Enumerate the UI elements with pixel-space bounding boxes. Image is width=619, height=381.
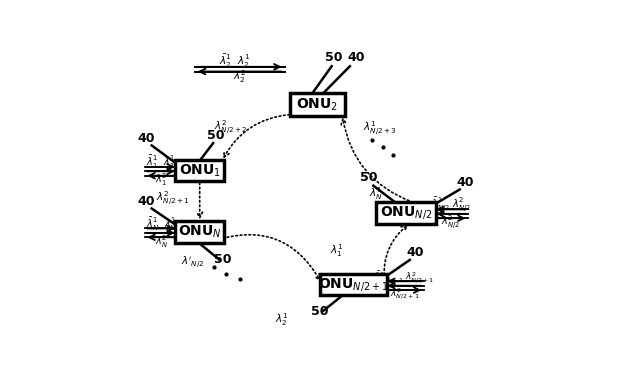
Text: $\lambda^2_{N/2}$: $\lambda^2_{N/2}$ (441, 214, 461, 232)
Text: $\lambda^2_N$: $\lambda^2_N$ (155, 233, 168, 250)
Text: $\lambda^1_{N/2+3}$: $\lambda^1_{N/2+3}$ (363, 120, 397, 138)
FancyBboxPatch shape (376, 202, 436, 224)
Text: $\lambda^2_{N/2+1}$: $\lambda^2_{N/2+1}$ (157, 190, 190, 208)
Text: 40: 40 (137, 132, 155, 145)
Text: $\bar{\lambda}^1_N\ \ \lambda^1_N$: $\bar{\lambda}^1_N\ \ \lambda^1_N$ (145, 216, 176, 233)
Text: 50: 50 (325, 51, 342, 64)
FancyBboxPatch shape (175, 221, 225, 243)
FancyBboxPatch shape (175, 160, 225, 181)
Text: $\bar{\lambda}^1_1\ \ \lambda^1_1$: $\bar{\lambda}^1_1\ \ \lambda^1_1$ (146, 154, 176, 171)
Text: $\lambda^2_{N/2+1}$: $\lambda^2_{N/2+1}$ (389, 287, 419, 302)
Text: 50: 50 (311, 305, 329, 318)
Text: 40: 40 (457, 176, 474, 189)
Text: 40: 40 (407, 246, 425, 259)
Text: 50: 50 (214, 253, 232, 266)
Text: 50: 50 (360, 171, 378, 184)
FancyBboxPatch shape (319, 274, 387, 295)
Text: ONU$_1$: ONU$_1$ (179, 162, 221, 179)
Text: $\lambda^1_2$: $\lambda^1_2$ (275, 311, 288, 328)
Text: ONU$_{N/2}$: ONU$_{N/2}$ (380, 205, 432, 221)
Text: ONU$_2$: ONU$_2$ (297, 96, 338, 113)
Text: 40: 40 (348, 51, 365, 64)
Text: $\lambda^1_1$: $\lambda^1_1$ (330, 243, 343, 259)
Text: $\lambda^2_{N/2+2}$: $\lambda^2_{N/2+2}$ (214, 119, 248, 137)
Text: 40: 40 (137, 195, 155, 208)
Text: $\bar{\lambda}^1_{N/2}\ \lambda^2_{N/2}$: $\bar{\lambda}^1_{N/2}\ \lambda^2_{N/2}$ (431, 196, 470, 214)
Text: ONU$_{N/2+1}$: ONU$_{N/2+1}$ (318, 276, 388, 293)
FancyBboxPatch shape (290, 93, 345, 116)
Text: $\bar{\lambda}^1_{N/2+1}\ \lambda^2_{N/2+1}$: $\bar{\lambda}^1_{N/2+1}\ \lambda^2_{N/2… (374, 269, 435, 285)
Text: $\lambda^2_2$: $\lambda^2_2$ (233, 69, 246, 85)
Text: $\lambda^2_1$: $\lambda^2_1$ (155, 172, 167, 189)
Text: ONU$_N$: ONU$_N$ (178, 224, 222, 240)
Text: $\lambda'_{N/2}$: $\lambda'_{N/2}$ (181, 255, 204, 270)
Text: $\bar{\lambda}^1_2\ \ \lambda^1_2$: $\bar{\lambda}^1_2\ \ \lambda^1_2$ (219, 53, 251, 70)
Text: $\lambda^1_N$: $\lambda^1_N$ (370, 185, 383, 202)
Text: 50: 50 (207, 129, 224, 142)
